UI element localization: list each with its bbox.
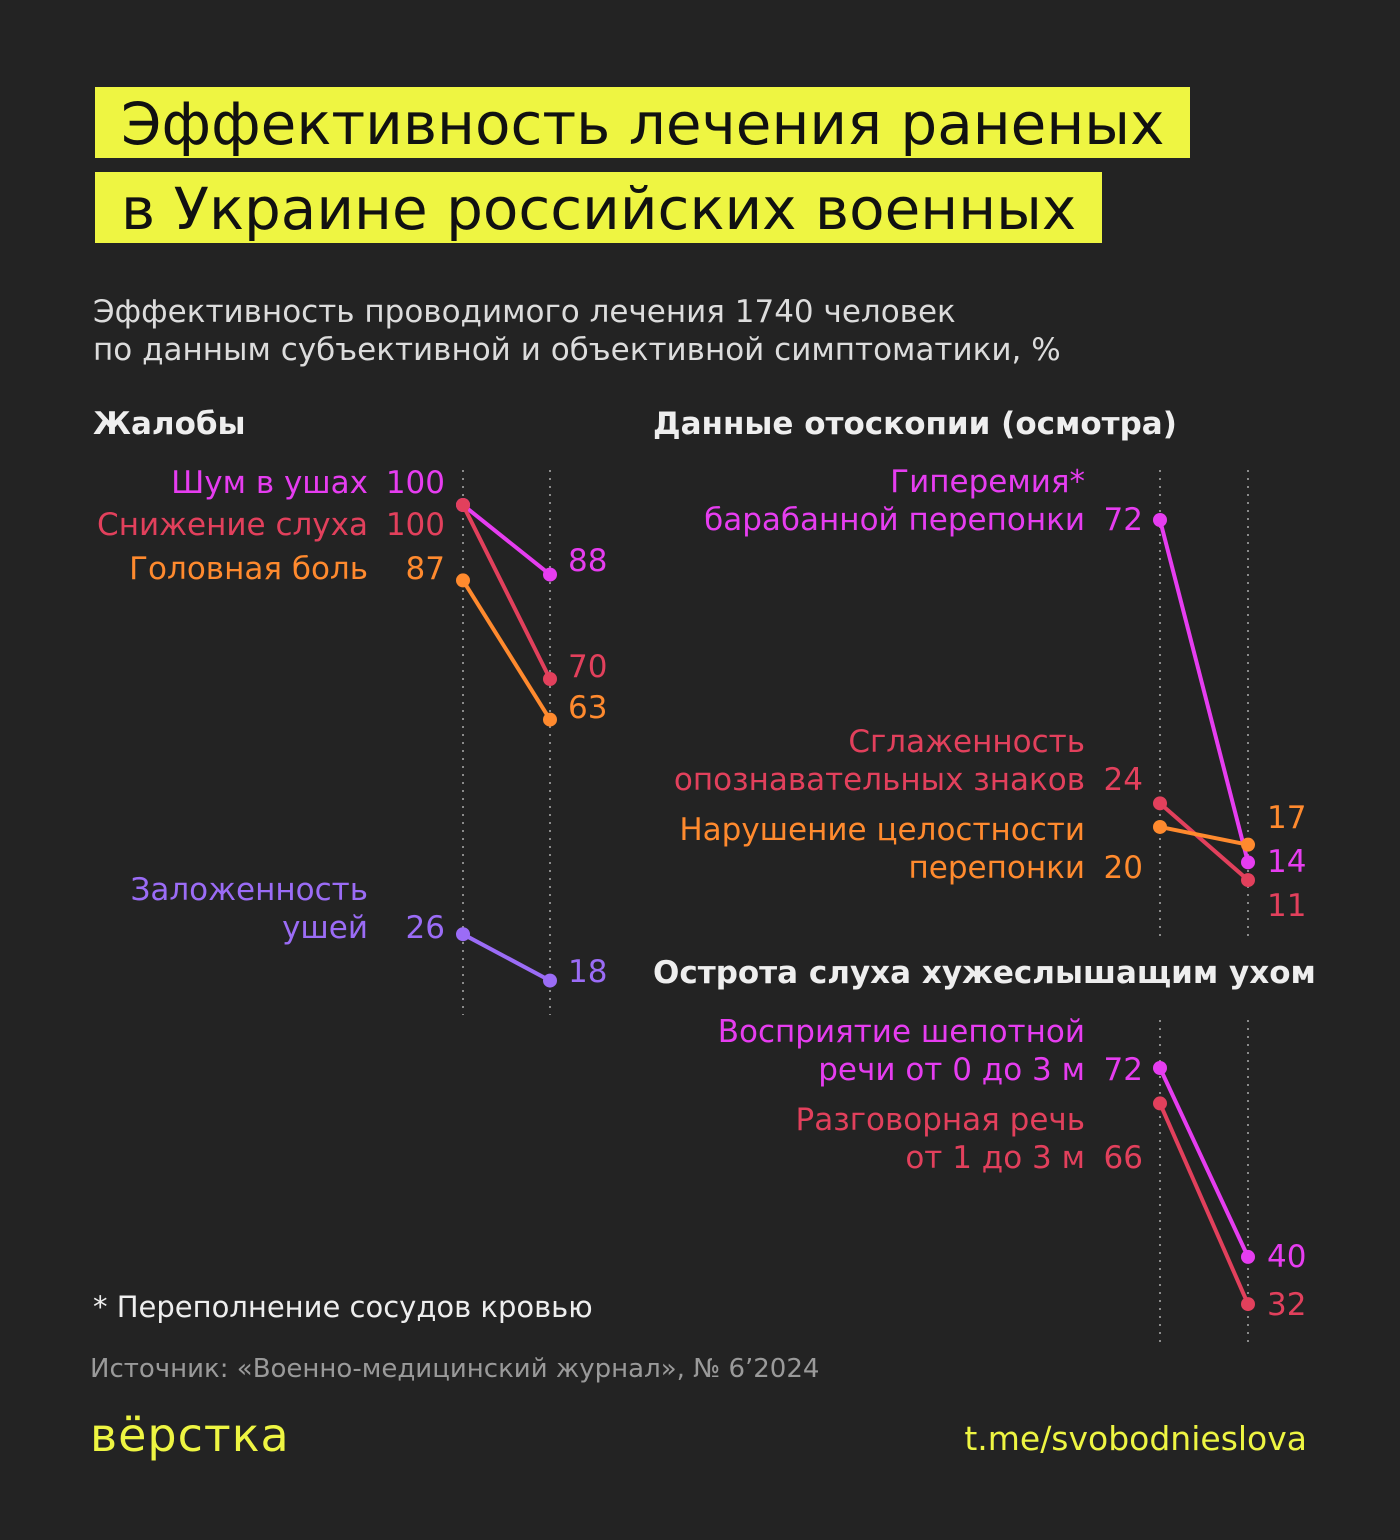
- dot: [1153, 1061, 1167, 1075]
- footnote: * Переполнение сосудов кровью: [93, 1290, 593, 1324]
- title-box: Эффективность лечения раненых в Украине …: [95, 82, 1295, 252]
- dot: [543, 712, 557, 727]
- value-label: 20: [1103, 850, 1143, 886]
- dot: [1241, 1249, 1255, 1264]
- dot: [543, 672, 557, 686]
- value-label: 100: [385, 465, 445, 501]
- dot: [1153, 1096, 1167, 1111]
- logo: вёрстка: [90, 1408, 290, 1462]
- dot: [456, 927, 470, 942]
- value-label: 72: [1103, 1052, 1143, 1088]
- value-label: 70: [568, 649, 608, 685]
- dot: [1241, 855, 1255, 870]
- value-label: 32: [1267, 1287, 1307, 1323]
- slope-line: [1159, 824, 1249, 847]
- link: t.me/svobodnieslova: [964, 1419, 1307, 1458]
- series-name: Разговорная речь от 1 до 3 м: [795, 1102, 1085, 1176]
- series-name: Заложенность ушей: [130, 872, 368, 946]
- value-label: 24: [1103, 762, 1143, 798]
- dot: [1153, 819, 1167, 834]
- value-label: 72: [1103, 502, 1143, 538]
- slope-line: [1158, 1102, 1250, 1305]
- slope-line: [461, 503, 552, 577]
- series-name: Нарушение целостности перепонки: [679, 812, 1085, 886]
- series-name: Головная боль: [129, 551, 368, 587]
- series-name: Шум в ушах: [171, 465, 368, 501]
- chart-title: Острота слуха хужеслышащим ухом: [653, 955, 1316, 991]
- slope-line: [1158, 801, 1250, 882]
- value-label: 18: [568, 954, 608, 990]
- dot: [543, 973, 557, 988]
- slope-line: [1158, 519, 1250, 863]
- dot: [456, 498, 470, 512]
- value-label: 14: [1267, 844, 1307, 880]
- value-label: 17: [1267, 800, 1307, 836]
- dot: [1153, 513, 1167, 527]
- series-name: Восприятие шепотной речи от 0 до 3 м: [717, 1014, 1085, 1088]
- title: Эффективность лечения раненых в Украине …: [95, 87, 1191, 243]
- dot: [1241, 1297, 1255, 1312]
- slope-line: [461, 504, 552, 680]
- value-label: 88: [568, 543, 608, 579]
- value-label: 26: [405, 910, 445, 946]
- dot: [1153, 796, 1167, 811]
- value-label: 40: [1267, 1239, 1307, 1275]
- value-label: 63: [568, 690, 608, 726]
- value-label: 11: [1267, 888, 1307, 924]
- dot: [1241, 837, 1255, 852]
- chart-title: Данные отоскопии (осмотра): [653, 406, 1177, 442]
- source: Источник: «Военно-медицинский журнал», №…: [90, 1354, 820, 1384]
- dot: [543, 567, 557, 582]
- slope-line: [462, 932, 551, 983]
- dot: [456, 573, 470, 588]
- series-name: Снижение слуха: [97, 507, 368, 543]
- value-label: 66: [1103, 1140, 1143, 1176]
- subtitle: Эффективность проводимого лечения 1740 ч…: [93, 294, 1061, 368]
- series-name: Гиперемия* барабанной перепонки: [704, 464, 1085, 538]
- slope-line: [461, 579, 552, 721]
- value-label: 100: [385, 507, 445, 543]
- chart-title: Жалобы: [93, 406, 246, 442]
- slope-line: [1158, 1067, 1250, 1258]
- dot: [1241, 873, 1255, 888]
- value-label: 87: [405, 551, 445, 587]
- series-name: Сглаженность опознавательных знаков: [673, 724, 1085, 798]
